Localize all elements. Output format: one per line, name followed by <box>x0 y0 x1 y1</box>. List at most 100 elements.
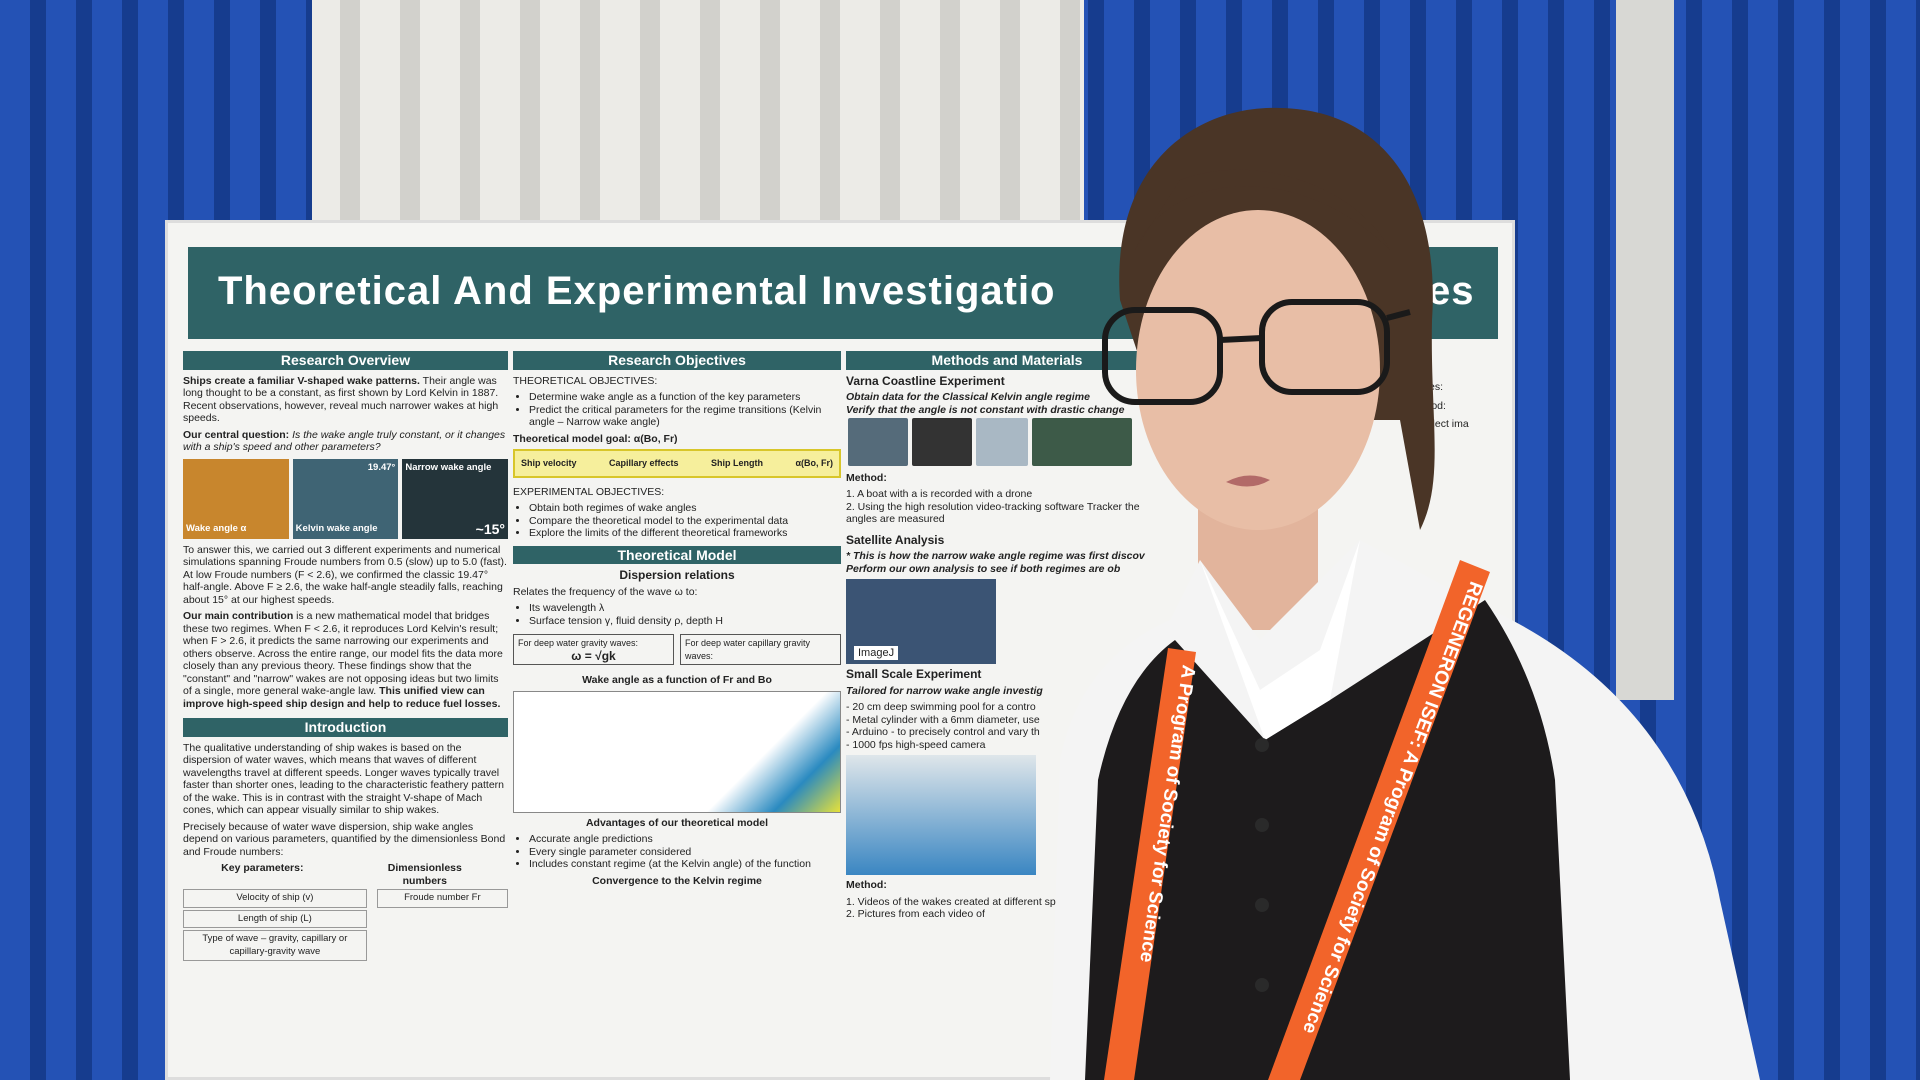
step: 1. A boat with a is recorded with a dron… <box>846 488 1033 500</box>
vest <box>1085 600 1570 1080</box>
lanyard-strap <box>1268 560 1490 1080</box>
diagram: Ship velocity Capillary effects Ship Lengt… <box>513 449 841 478</box>
steps: 1. A boat with a is recorded with a dron… <box>846 488 1168 526</box>
list: Its wavelength λSurface tension γ, fluid… <box>513 602 841 627</box>
param-box: Velocity of ship (v) <box>183 889 367 908</box>
params: Velocity of ship (v) Length of ship (L) Ty… <box>183 887 508 963</box>
setup-photo <box>846 755 1036 875</box>
label: THEORETICAL OBJECTIVES: <box>513 374 658 387</box>
step: 2. Pictures from each video of <box>846 908 985 920</box>
list-item: Every single parameter considered <box>529 846 841 859</box>
goal: Verify that the angle is not constant wi… <box>846 403 1125 416</box>
list-item: Its wavelength λ <box>529 602 841 615</box>
formula-figure <box>513 690 841 813</box>
hair-front <box>1135 169 1390 250</box>
diagram-label: α(Bo, Fr) <box>795 458 833 468</box>
label: Varna Coastline Experiment <box>846 373 1005 388</box>
text: Is the wake angle truly constant, or it … <box>183 428 506 454</box>
paragraph: Our main contribution is a new mathemati… <box>183 610 508 710</box>
section-heading: Methods and Materials <box>846 351 1168 370</box>
photo <box>976 418 1028 466</box>
glasses <box>1102 299 1411 405</box>
label: For deep water gravity waves: <box>518 638 639 648</box>
goal: Obtain data for the Classical Kelvin ang… <box>846 391 1090 403</box>
satellite-image: ImageJ <box>846 579 996 664</box>
goals: Obtain data for the Classical Kelvin ang… <box>846 391 1168 416</box>
diagram-label: Ship Length <box>711 458 763 468</box>
paragraph: Precisely because of water wave dispersi… <box>183 820 506 858</box>
diagram-label: Ship velocity <box>521 458 577 468</box>
list-item: Accurate angle predictions <box>529 833 841 846</box>
label: ImageJ <box>854 645 899 660</box>
label: Advantages of our theoretical model <box>585 816 769 829</box>
list: Accurate angle predictionsEvery single p… <box>513 833 841 871</box>
pole <box>1616 0 1674 700</box>
param-box: Length of ship (L) <box>183 909 367 928</box>
lead: Ships create a familiar V-shaped wake pa… <box>183 374 420 387</box>
buttons <box>1255 738 1269 992</box>
lead: Our central question: <box>183 428 290 441</box>
list-item: Explore the limits of the different theo… <box>529 527 841 540</box>
list-item: Obtain both regimes of wake angles <box>529 502 841 515</box>
list: Obtain both regimes of wake anglesCompar… <box>513 502 841 540</box>
figure-label: Kelvin wake angle <box>295 523 378 534</box>
param-list: Velocity of ship (v) Length of ship (L) Ty… <box>183 887 367 963</box>
figure: Wake angle α 19.47° Kelvin wake angle Nar… <box>183 458 508 539</box>
figure-panel: Wake angle α <box>183 458 289 539</box>
text: Relates the frequency of the wave ω to: <box>513 585 698 598</box>
item: - Arduino - to precisely control and var… <box>846 726 1040 738</box>
figure-label: 19.47° <box>367 461 396 473</box>
label: Method: <box>846 471 887 484</box>
diagram-label: Capillary effects <box>609 458 679 468</box>
paragraph: Our central question: Is the wake angle … <box>183 429 508 454</box>
section-heading: Research Objectives <box>513 351 841 370</box>
paragraph: Ships create a familiar V-shaped wake pa… <box>183 375 508 425</box>
label: Convergence to the Kelvin regime <box>592 874 762 887</box>
figure-label: Wake angle α <box>186 523 247 534</box>
param-box: Type of wave – gravity, capillary or cap… <box>183 930 367 961</box>
notes: * This is how the narrow wake angle regi… <box>846 550 1168 575</box>
label: Wake angle as a function of Fr and Bo <box>582 674 772 686</box>
list-item: Surface tension γ, fluid density ρ, dept… <box>529 615 841 628</box>
figure-label: ~15° <box>475 521 506 537</box>
item: - Metal cylinder with a 6mm diameter, us… <box>846 713 1040 726</box>
lead: Our main contribution <box>183 610 294 622</box>
face <box>1136 210 1380 530</box>
text: Their angle was long thought to be a con… <box>183 374 499 425</box>
note: Perform our own analysis to see if both … <box>846 562 1121 575</box>
label: Theoretical model goal: α(Bo, Fr) <box>513 432 678 445</box>
label: Dispersion relations <box>619 568 735 582</box>
figure-panel: 19.47° Kelvin wake angle <box>292 458 399 539</box>
column-methods: Methods and Materials Varna Coastline Ex… <box>846 351 1168 1071</box>
label: EXPERIMENTAL OBJECTIVES: <box>513 485 665 498</box>
white-curtain <box>312 0 1084 240</box>
label: Small Scale Experiment <box>846 667 982 681</box>
section-heading: Introduction <box>183 718 508 737</box>
figure-panel: Narrow wake angle ~15° <box>402 458 508 539</box>
label: Satellite Analysis <box>846 532 945 547</box>
formula-box: For deep water capillary gravity waves: <box>680 634 841 665</box>
text: This unified view can improve high-speed… <box>183 685 501 710</box>
params-header: Key parameters: Dimensionless numbers <box>183 862 508 887</box>
list-item: Includes constant regime (at the Kelvin … <box>529 858 841 871</box>
list-item: Compare the theoretical model to the exp… <box>529 515 841 528</box>
note: * This is how the narrow wake angle regi… <box>846 550 1145 562</box>
item: - 1000 fps high-speed camera <box>846 738 986 751</box>
paragraph: The qualitative understanding of ship wa… <box>183 741 505 817</box>
column-overview: Research Overview Ships create a familia… <box>183 351 508 1071</box>
number-box: Froude number Fr <box>376 889 508 908</box>
label: Dimensionless numbers <box>387 862 462 887</box>
formula-boxes: For deep water gravity waves: ω = √gk For… <box>513 631 841 668</box>
paragraphs: The qualitative understanding of ship wa… <box>183 742 508 859</box>
figure-label: Narrow wake angle <box>405 461 492 473</box>
label: For deep water capillary gravity waves: <box>685 638 811 661</box>
column-objectives: Research Objectives THEORETICAL OBJECTIV… <box>513 351 841 1071</box>
list-item: Predict the critical parameters for the … <box>529 404 841 429</box>
label: Tailored for narrow wake angle investig <box>846 684 1043 697</box>
photos <box>846 416 1168 472</box>
list: Determine wake angle as a function of th… <box>513 391 841 429</box>
section-heading: Theoretical Model <box>513 545 841 564</box>
item: - 20 cm deep swimming pool for a contro <box>846 701 1036 713</box>
